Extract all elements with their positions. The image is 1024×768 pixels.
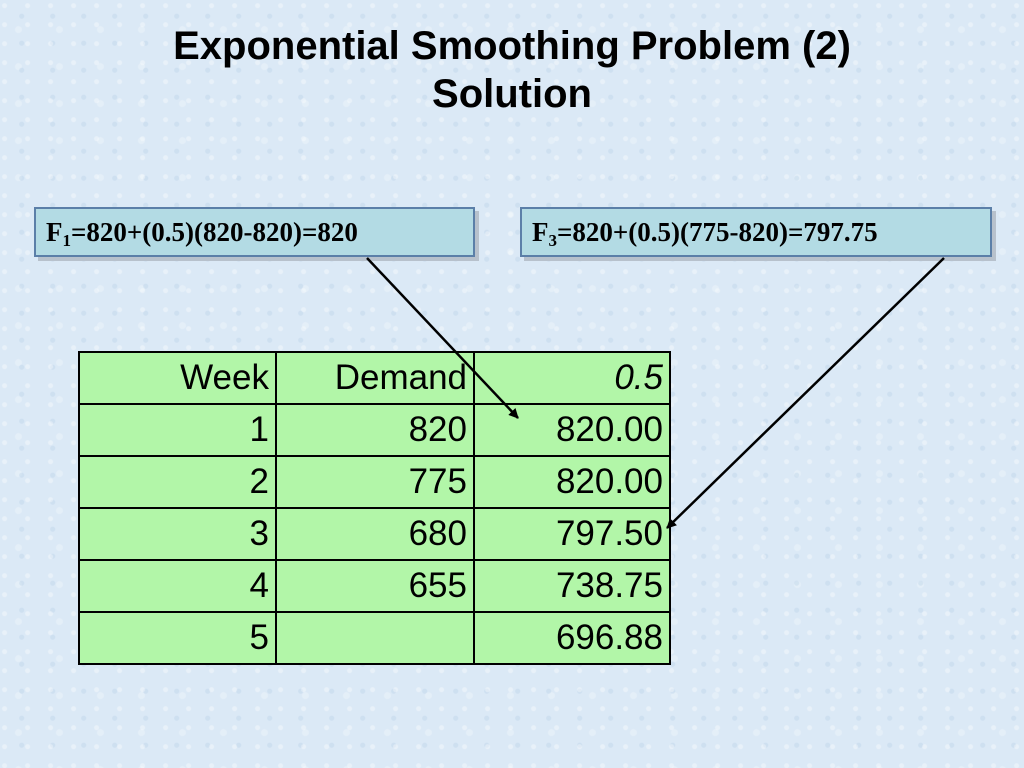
table-row: 1 820 820.00 (78, 403, 671, 457)
formula-box-f3: F3=820+(0.5)(775-820)=797.75 (520, 207, 992, 257)
cell-week: 4 (78, 559, 277, 613)
formula-f1-subscript: 1 (62, 231, 72, 250)
table-row: 3 680 797.50 (78, 507, 671, 561)
cell-demand: 655 (275, 559, 475, 613)
table-row: 5 696.88 (78, 611, 671, 665)
table-header-row: Week Demand 0.5 (78, 351, 671, 405)
forecast-table: Week Demand 0.5 1 820 820.00 2 775 820.0… (78, 351, 671, 665)
cell-demand: 775 (275, 455, 475, 509)
header-week: Week (78, 351, 277, 405)
cell-week: 2 (78, 455, 277, 509)
cell-forecast: 696.88 (473, 611, 671, 665)
header-alpha: 0.5 (473, 351, 671, 405)
title-line-1: Exponential Smoothing Problem (2) (173, 24, 851, 68)
cell-demand: 820 (275, 403, 475, 457)
title-line-2: Solution (432, 72, 592, 116)
cell-forecast: 820.00 (473, 455, 671, 509)
table-row: 2 775 820.00 (78, 455, 671, 509)
table-row: 4 655 738.75 (78, 559, 671, 613)
cell-week: 5 (78, 611, 277, 665)
slide-title: Exponential Smoothing Problem (2) Soluti… (0, 22, 1024, 118)
formula-f3-expression: =820+(0.5)(775-820)=797.75 (557, 217, 878, 247)
header-demand: Demand (275, 351, 475, 405)
cell-week: 1 (78, 403, 277, 457)
cell-demand (275, 611, 475, 665)
formula-f1-expression: =820+(0.5)(820-820)=820 (71, 217, 358, 247)
arrow-f3-to-week3 (666, 257, 945, 529)
cell-week: 3 (78, 507, 277, 561)
formula-f3-subscript: 3 (548, 231, 558, 250)
formula-box-f1: F1=820+(0.5)(820-820)=820 (34, 207, 475, 257)
cell-forecast: 820.00 (473, 403, 671, 457)
cell-demand: 680 (275, 507, 475, 561)
cell-forecast: 797.50 (473, 507, 671, 561)
formula-f1-var: F (46, 217, 63, 247)
formula-f3-var: F (532, 217, 549, 247)
cell-forecast: 738.75 (473, 559, 671, 613)
